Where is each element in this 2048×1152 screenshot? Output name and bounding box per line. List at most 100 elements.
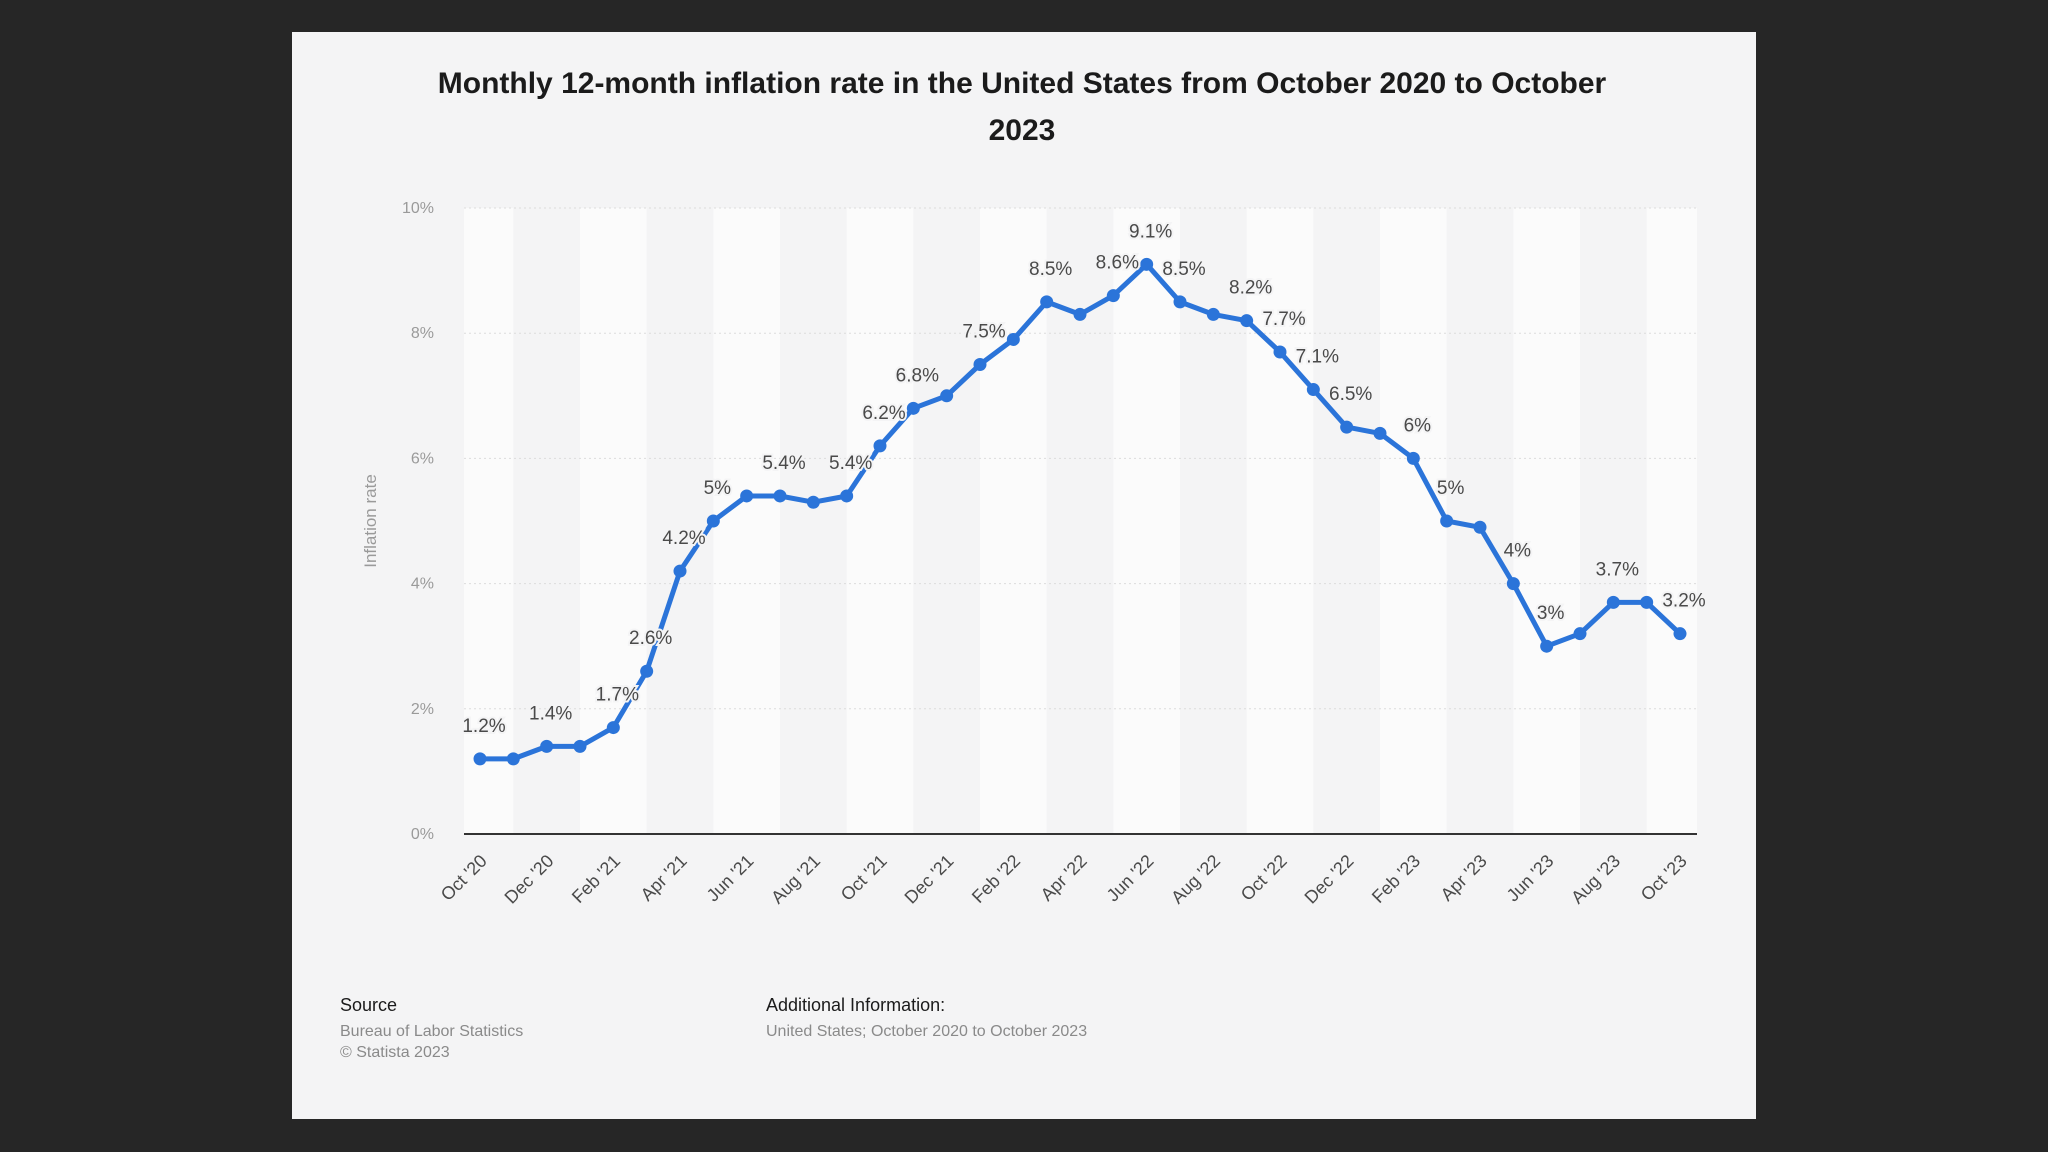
data-label: 4.2% <box>662 528 705 549</box>
data-label: 9.1% <box>1129 221 1172 242</box>
band <box>713 208 780 834</box>
data-point <box>973 358 987 371</box>
data-point <box>840 489 854 503</box>
data-point <box>1006 332 1020 346</box>
info-heading: Additional Information: <box>766 995 946 1015</box>
data-point <box>1106 289 1120 303</box>
x-tick-label: Oct '21 <box>837 851 891 905</box>
band <box>1380 208 1447 834</box>
source-text[interactable]: Bureau of Labor Statistics <box>340 1023 524 1040</box>
data-label: 5.4% <box>829 453 872 474</box>
x-tick-label: Aug '21 <box>767 851 824 908</box>
x-tick-label: Apr '23 <box>1437 851 1491 905</box>
x-tick-label: Feb '22 <box>968 851 1024 907</box>
data-label: 8.5% <box>1029 259 1072 280</box>
additional-info-block: Additional Information: United States; O… <box>766 995 1087 1042</box>
data-point <box>1140 257 1154 271</box>
data-point <box>1406 451 1420 465</box>
y-tick-label: 10% <box>402 200 434 217</box>
band <box>1246 208 1314 834</box>
data-label: 6.8% <box>896 365 939 386</box>
x-tick-label: Feb '23 <box>1368 851 1424 907</box>
data-point <box>1373 426 1387 440</box>
band <box>1513 208 1580 834</box>
x-tick-label: Aug '23 <box>1567 851 1624 908</box>
data-point <box>806 495 820 509</box>
x-tick-label: Aug '22 <box>1167 851 1224 908</box>
data-label: 5.4% <box>762 453 805 474</box>
info-text: United States; October 2020 to October 2… <box>766 1023 1088 1040</box>
data-labels: 1.2% 1.4% 1.7% 2.6% 4.2% 5% 5.4% 5.4% 6.2% 6.8% 7.… <box>460 219 1707 739</box>
data-point <box>673 564 687 578</box>
data-point <box>1640 595 1654 609</box>
band <box>464 208 514 834</box>
x-tick-label: Apr '22 <box>1037 851 1091 905</box>
data-point <box>473 752 487 766</box>
y-tick-label: 0% <box>411 826 434 843</box>
y-tick-label: 8% <box>411 325 434 342</box>
y-axis-title: Inflation rate <box>361 474 380 568</box>
series-group <box>473 257 1687 766</box>
data-label: 8.2% <box>1229 278 1272 299</box>
data-label: 4% <box>1504 541 1532 562</box>
data-point <box>1073 307 1087 321</box>
x-tick-label: Dec '20 <box>501 851 558 908</box>
data-point <box>1506 577 1520 591</box>
copyright-text: © Statista 2023 <box>340 1044 450 1061</box>
data-label: 5% <box>1437 478 1465 499</box>
data-label: 1.2% <box>462 716 505 737</box>
x-tick-label: Dec '21 <box>901 851 958 908</box>
y-tick-label: 6% <box>411 450 434 467</box>
x-tick-label: Jun '21 <box>703 851 758 906</box>
source-block: Source Bureau of Labor Statistics © Stat… <box>340 995 523 1063</box>
data-point <box>873 439 887 453</box>
data-label: 6.5% <box>1329 384 1372 405</box>
data-point <box>506 752 520 766</box>
band <box>846 208 914 834</box>
data-point <box>1473 520 1487 534</box>
data-label: 8.5% <box>1162 259 1205 280</box>
data-label: 6% <box>1404 415 1432 436</box>
data-label: 8.6% <box>1096 253 1139 274</box>
series-line <box>477 261 1683 762</box>
data-point <box>740 489 754 503</box>
data-label: 1.7% <box>596 685 639 706</box>
data-point <box>1040 295 1054 309</box>
data-point <box>540 739 554 753</box>
data-point <box>773 489 787 503</box>
data-label: 1.4% <box>529 703 572 724</box>
data-point <box>1273 345 1287 359</box>
source-heading: Source <box>340 995 398 1015</box>
y-tick-label: 2% <box>411 701 434 718</box>
data-label: 7.7% <box>1262 309 1305 330</box>
data-point <box>706 514 720 528</box>
data-point <box>640 664 654 678</box>
data-point <box>1240 314 1254 328</box>
data-point <box>1440 514 1454 528</box>
data-point <box>573 739 587 753</box>
data-label: 3.7% <box>1596 559 1639 580</box>
data-point <box>606 721 620 735</box>
data-label: 5% <box>704 478 732 499</box>
x-tick-label: Oct '22 <box>1237 851 1291 905</box>
data-point <box>1573 627 1587 641</box>
x-tick-label: Oct '23 <box>1637 851 1691 905</box>
data-label: 7.1% <box>1296 347 1339 368</box>
data-point <box>1206 307 1220 321</box>
data-label: 7.5% <box>962 322 1005 343</box>
line-chart: 0% 2% 4% 6% 8% 10% Inflation rate Oct '20 Dec '… <box>361 200 1708 908</box>
data-point <box>1606 595 1620 609</box>
alternating-bands <box>464 208 1697 834</box>
y-axis: 0% 2% 4% 6% 8% 10% Inflation rate <box>361 200 1697 843</box>
data-point <box>1340 420 1354 434</box>
x-tick-label: Apr '21 <box>637 851 691 905</box>
band <box>980 208 1047 834</box>
gridlines <box>464 207 1697 710</box>
x-tick-label: Dec '22 <box>1301 851 1358 908</box>
band <box>1646 208 1697 834</box>
data-label: 6.2% <box>862 403 905 424</box>
data-label: 3% <box>1537 603 1565 624</box>
data-point <box>940 389 954 403</box>
x-axis: Oct '20 Dec '20 Feb '21 Apr '21 Jun '21 Aug '… <box>437 851 1691 908</box>
data-point <box>906 401 920 415</box>
